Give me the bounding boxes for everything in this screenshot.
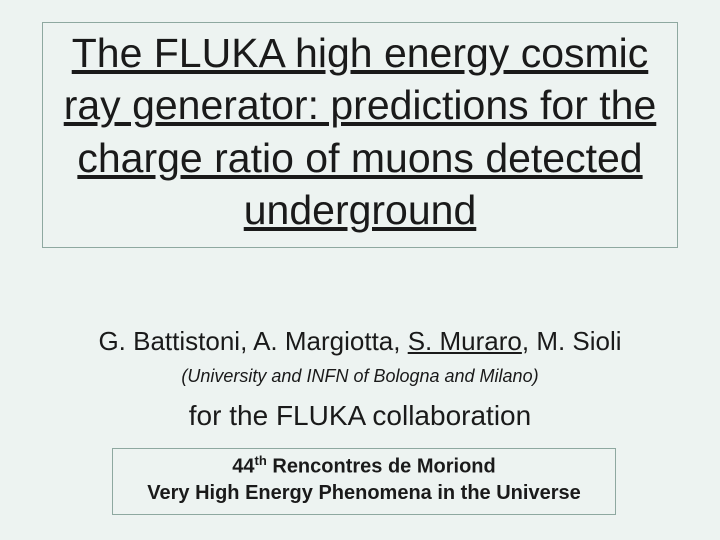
author-1: G. Battistoni bbox=[98, 326, 240, 356]
author-3-presenter: S. Muraro bbox=[408, 326, 522, 356]
title-box: The FLUKA high energy cosmic ray generat… bbox=[42, 22, 678, 248]
author-2: A. Margiotta bbox=[253, 326, 393, 356]
conference-line-2: Very High Energy Phenomena in the Univer… bbox=[119, 480, 609, 506]
collaboration-line: for the FLUKA collaboration bbox=[42, 400, 678, 432]
affiliation-line: (University and INFN of Bologna and Mila… bbox=[42, 366, 678, 387]
conference-box: 44th Rencontres de Moriond Very High Ene… bbox=[112, 448, 616, 515]
slide-title: The FLUKA high energy cosmic ray generat… bbox=[51, 27, 669, 237]
conference-line-1: 44th Rencontres de Moriond bbox=[119, 453, 609, 480]
author-4: M. Sioli bbox=[536, 326, 621, 356]
authors-line: G. Battistoni, A. Margiotta, S. Muraro, … bbox=[42, 326, 678, 357]
